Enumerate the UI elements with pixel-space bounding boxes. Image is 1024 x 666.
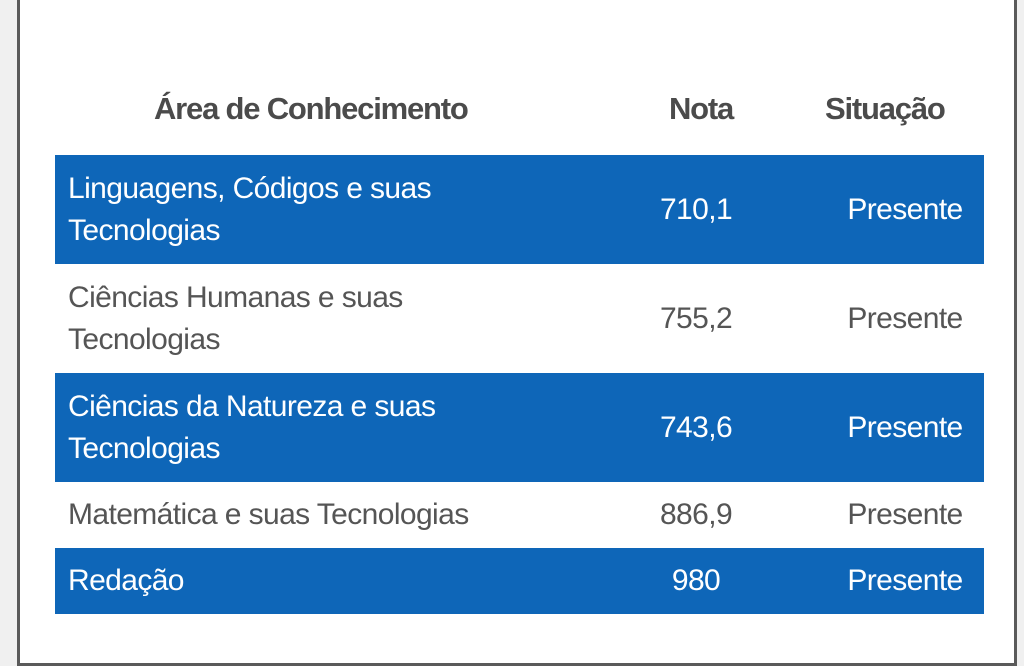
- cell-nota: 980: [671, 564, 721, 597]
- cell-area: Redação: [68, 564, 184, 597]
- cell-area: Ciências da Natureza e suas Tecnologias: [68, 389, 436, 465]
- results-card: Área de Conhecimento Nota Situação Lingu…: [17, 0, 1017, 666]
- cell-nota: 743,6: [659, 410, 733, 444]
- cell-situacao: Presente: [847, 410, 963, 444]
- cell-nota: 755,2: [659, 301, 733, 335]
- cell-area: Linguagens, Códigos e suas Tecnologias: [68, 171, 432, 247]
- table-row: Redação 980 Presente: [55, 548, 984, 614]
- header-nota: Nota: [668, 91, 734, 126]
- cell-area: Matemática e suas Tecnologias: [68, 498, 469, 531]
- cell-situacao: Presente: [847, 301, 963, 335]
- header-situacao: Situação: [825, 91, 946, 126]
- cell-nota: 886,9: [659, 498, 733, 531]
- table-row: Linguagens, Códigos e suas Tecnologias 7…: [55, 155, 984, 264]
- cell-situacao: Presente: [847, 192, 963, 226]
- cell-situacao: Presente: [847, 498, 963, 531]
- table-row: Ciências Humanas e suas Tecnologias 755,…: [55, 264, 984, 373]
- table-row: Ciências da Natureza e suas Tecnologias …: [55, 373, 984, 482]
- table-body: Linguagens, Códigos e suas Tecnologias 7…: [55, 155, 984, 614]
- cell-situacao: Presente: [847, 564, 963, 597]
- header-area: Área de Conhecimento: [154, 91, 469, 126]
- cell-area: Ciências Humanas e suas Tecnologias: [68, 280, 403, 356]
- table-header: Área de Conhecimento Nota Situação: [20, 87, 1014, 131]
- table-row: Matemática e suas Tecnologias 886,9 Pres…: [55, 482, 984, 548]
- cell-nota: 710,1: [659, 192, 733, 226]
